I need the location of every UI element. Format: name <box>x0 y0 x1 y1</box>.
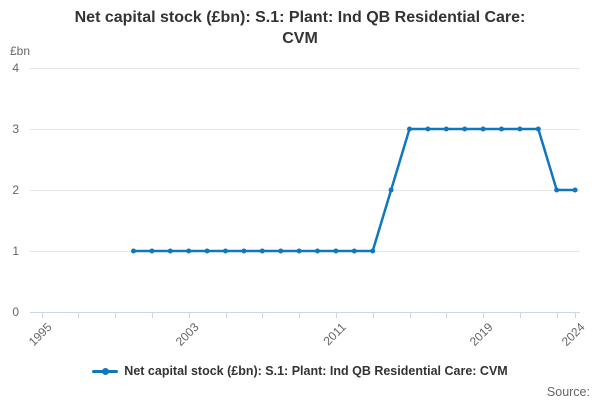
x-axis-tick <box>409 312 411 318</box>
y-axis-tick-label: 3 <box>12 122 19 136</box>
legend: Net capital stock (£bn): S.1: Plant: Ind… <box>0 364 600 378</box>
chart-title-line-2: CVM <box>282 30 318 47</box>
source-label: Source: <box>546 385 590 399</box>
x-axis-tick <box>78 312 80 318</box>
x-axis-tick-label: 2011 <box>320 320 349 349</box>
line-marker-icon <box>92 367 119 375</box>
chart-title-line-1: Net capital stock (£bn): S.1: Plant: Ind… <box>74 9 526 26</box>
x-axis-tick-label: 2024 <box>559 320 588 349</box>
x-axis-tick <box>556 312 558 318</box>
x-axis-tick <box>372 312 374 318</box>
y-gridline <box>30 251 580 252</box>
x-axis-tick <box>188 312 190 318</box>
y-gridline <box>30 190 580 191</box>
y-axis-tick-label: 4 <box>12 61 19 75</box>
legend-label: Net capital stock (£bn): S.1: Plant: Ind… <box>124 364 508 378</box>
x-axis-tick <box>262 312 264 318</box>
legend-item[interactable]: Net capital stock (£bn): S.1: Plant: Ind… <box>92 364 508 378</box>
x-axis-tick <box>115 312 117 318</box>
x-axis-tick <box>446 312 448 318</box>
y-gridline <box>30 129 580 130</box>
x-axis-tick <box>575 312 577 318</box>
y-gridline <box>30 68 580 69</box>
x-axis-tick <box>483 312 485 318</box>
x-axis-tick <box>151 312 153 318</box>
x-axis-tick <box>225 312 227 318</box>
y-axis-tick-label: 1 <box>12 244 19 258</box>
y-axis-unit-label: £bn <box>10 44 31 58</box>
x-axis-tick-label: 2019 <box>467 320 496 349</box>
x-axis-tick <box>335 312 337 318</box>
x-axis-tick <box>41 312 43 318</box>
x-axis-line <box>30 312 580 313</box>
y-axis-tick-label: 0 <box>12 305 19 319</box>
x-axis-tick <box>299 312 301 318</box>
x-axis-tick-label: 2003 <box>172 320 202 349</box>
x-axis-tick <box>519 312 521 318</box>
y-axis-tick-label: 2 <box>12 183 19 197</box>
x-axis-tick-label: 1995 <box>25 320 55 349</box>
chart-title: Net capital stock (£bn): S.1: Plant: Ind… <box>0 7 600 49</box>
